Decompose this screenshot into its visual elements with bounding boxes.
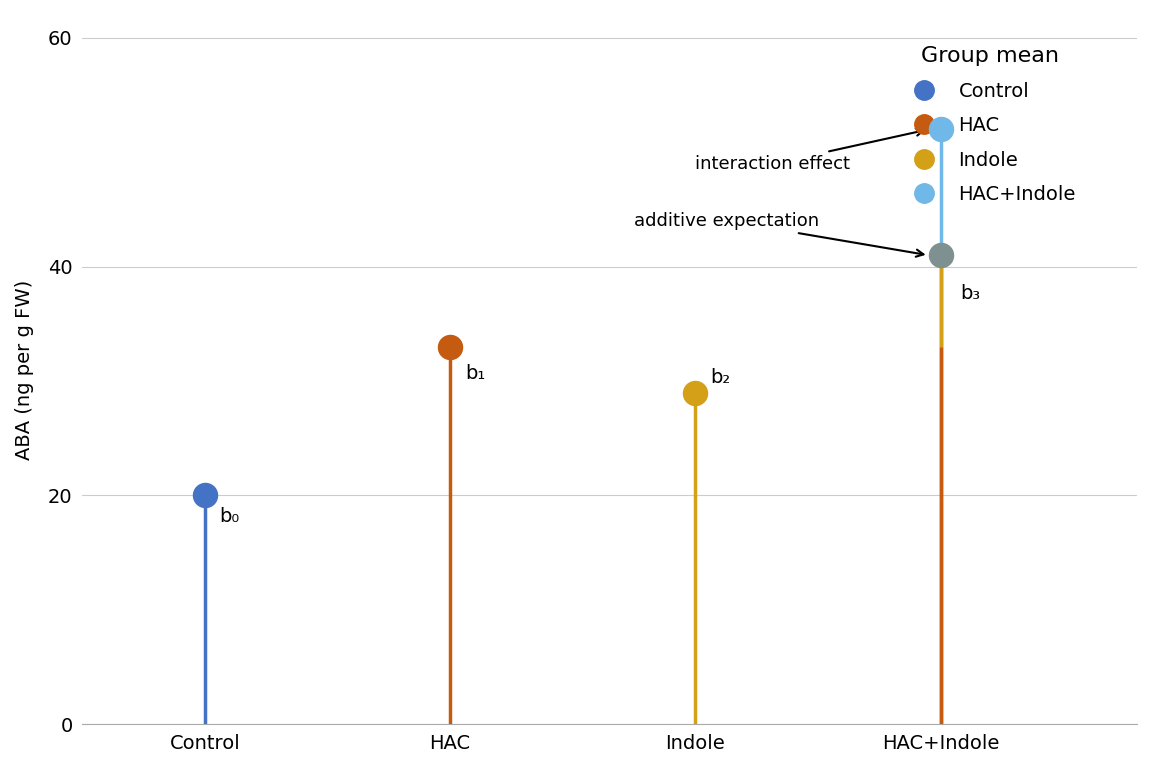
- Point: [932, 123, 950, 135]
- Text: b₃: b₃: [961, 284, 980, 303]
- Text: b₁: b₁: [465, 364, 485, 383]
- Point: [196, 489, 214, 502]
- Point: [687, 386, 705, 399]
- Legend: Control, HAC, Indole, HAC+Indole: Control, HAC, Indole, HAC+Indole: [904, 46, 1076, 204]
- Text: interaction effect: interaction effect: [696, 128, 924, 173]
- Point: [932, 249, 950, 261]
- Point: [441, 341, 460, 353]
- Text: b₀: b₀: [220, 507, 240, 526]
- Text: additive expectation: additive expectation: [634, 212, 924, 257]
- Y-axis label: ABA (ng per g FW): ABA (ng per g FW): [15, 280, 35, 460]
- Text: b₂: b₂: [710, 368, 730, 387]
